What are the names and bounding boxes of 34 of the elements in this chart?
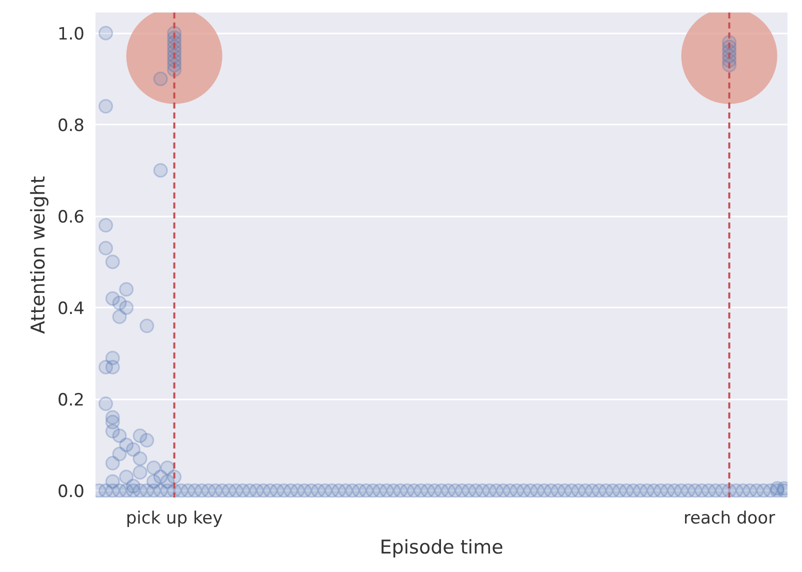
x-tick-label: reach door	[683, 508, 776, 528]
point	[98, 99, 114, 114]
y-tick-label: 0.8	[57, 116, 85, 136]
y-tick-label: 0.0	[57, 482, 85, 502]
point	[722, 58, 737, 72]
point	[105, 424, 120, 438]
point	[98, 26, 114, 40]
point	[105, 456, 120, 470]
point	[119, 470, 134, 484]
y-tick-label: 0.4	[57, 299, 85, 320]
point	[119, 282, 134, 297]
point	[126, 478, 140, 494]
point	[105, 291, 120, 306]
x-tick-label: pick up key	[126, 508, 223, 528]
point	[105, 254, 120, 270]
point	[132, 465, 148, 480]
point	[153, 470, 168, 484]
point	[98, 218, 114, 232]
point	[153, 72, 168, 86]
point	[140, 318, 154, 334]
point	[140, 433, 154, 448]
point	[105, 474, 120, 489]
point	[98, 396, 114, 411]
point	[98, 360, 114, 374]
y-tick-label: 0.2	[57, 390, 85, 411]
y-axis-title: Attention weight	[27, 176, 50, 334]
point	[119, 438, 134, 452]
point	[119, 300, 134, 315]
y-tick-label: 0.6	[57, 208, 85, 228]
y-tick-label: 1.0	[57, 24, 85, 45]
point	[153, 163, 168, 178]
point	[132, 451, 148, 466]
x-axis-title: Episode time	[380, 536, 504, 558]
point	[98, 240, 114, 256]
